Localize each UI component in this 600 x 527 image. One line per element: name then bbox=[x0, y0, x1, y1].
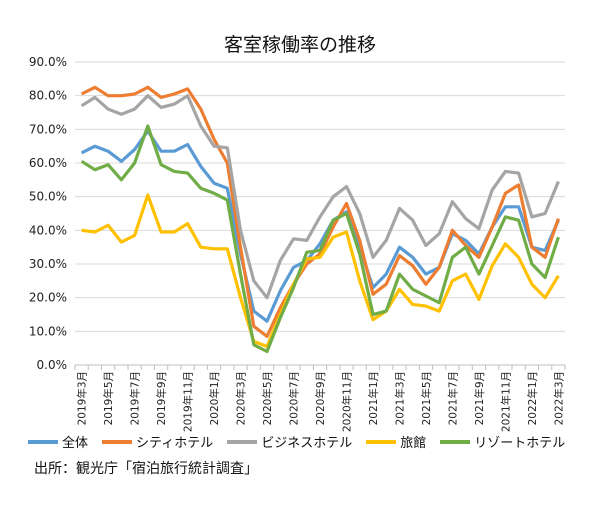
x-tick-label: 2019年9月 bbox=[155, 371, 168, 425]
legend-item: 全体 bbox=[28, 432, 88, 451]
legend: 全体 シティホテル ビジネスホテル 旅館 リゾートホテル bbox=[28, 432, 565, 451]
x-tick-label: 2019年7月 bbox=[129, 371, 142, 425]
x-tick-label: 2021年11月 bbox=[499, 371, 512, 432]
series-line-シティホテル bbox=[80, 85, 560, 338]
legend-item: 旅館 bbox=[366, 432, 426, 451]
x-tick-label: 2021年5月 bbox=[420, 371, 433, 425]
x-tick-label: 2019年11月 bbox=[182, 371, 195, 432]
legend-swatch bbox=[227, 439, 258, 444]
legend-swatch bbox=[102, 439, 133, 444]
x-tick-label: 2019年3月 bbox=[76, 371, 89, 425]
legend-item: ビジネスホテル bbox=[227, 432, 352, 451]
x-tick-label: 2020年5月 bbox=[261, 371, 274, 425]
y-tick-label: 10.0% bbox=[29, 324, 67, 338]
x-tick-label: 2021年9月 bbox=[473, 371, 486, 425]
legend-label: ビジネスホテル bbox=[261, 436, 353, 451]
x-tick-label: 2020年7月 bbox=[288, 371, 301, 425]
legend-swatch bbox=[366, 439, 397, 444]
y-tick-label: 40.0% bbox=[29, 223, 67, 237]
y-tick-label: 90.0% bbox=[29, 55, 67, 69]
series-line-リゾートホテル bbox=[80, 124, 560, 354]
legend-label: 旅館 bbox=[400, 436, 427, 451]
legend-item: リゾートホテル bbox=[440, 432, 565, 451]
legend-item: シティホテル bbox=[102, 432, 213, 451]
legend-label: シティホテル bbox=[136, 436, 214, 451]
chart-title: 客室稼働率の推移 bbox=[223, 34, 376, 56]
series-line-全体 bbox=[80, 129, 560, 323]
y-tick-label: 60.0% bbox=[29, 156, 67, 170]
legend-swatch bbox=[440, 439, 471, 444]
legend-swatch bbox=[28, 439, 58, 444]
y-tick-label: 20.0% bbox=[29, 291, 67, 305]
y-tick-label: 50.0% bbox=[29, 190, 67, 204]
series-line-旅館 bbox=[81, 193, 560, 349]
x-tick-label: 2022年1月 bbox=[526, 371, 539, 425]
y-tick-label: 70.0% bbox=[29, 122, 67, 136]
x-tick-label: 2021年1月 bbox=[367, 371, 380, 425]
x-tick-label: 2019年5月 bbox=[102, 371, 115, 425]
series-line-ビジネスホテル bbox=[80, 94, 560, 300]
x-tick-label: 2020年11月 bbox=[340, 371, 353, 432]
x-tick-label: 2020年3月 bbox=[235, 371, 248, 425]
x-tick-label: 2020年9月 bbox=[314, 371, 327, 425]
legend-label: 全体 bbox=[62, 436, 89, 451]
x-tick-label: 2021年7月 bbox=[446, 371, 459, 425]
y-tick-label: 80.0% bbox=[29, 89, 67, 103]
x-tick-label: 2020年1月 bbox=[208, 371, 221, 425]
legend-label: リゾートホテル bbox=[474, 436, 566, 451]
x-tick-label: 2022年3月 bbox=[552, 371, 565, 425]
source-note: 出所：観光庁「宿泊旅行統計調査」 bbox=[34, 461, 258, 477]
x-tick-label: 2021年3月 bbox=[393, 371, 406, 425]
y-tick-label: 0.0% bbox=[37, 358, 68, 372]
y-tick-label: 30.0% bbox=[29, 257, 67, 271]
